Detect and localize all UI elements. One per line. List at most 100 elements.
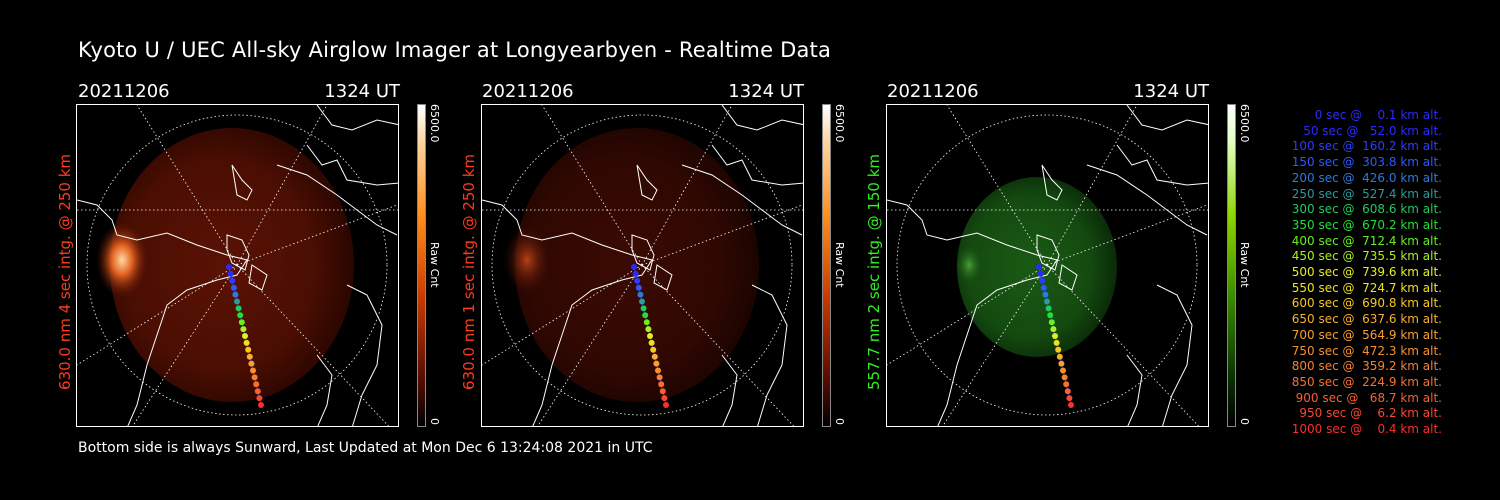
trajectory-point <box>1053 339 1060 346</box>
aurora-hotspot <box>503 225 551 295</box>
legend-entry: 650 sec @ 637.6 km alt. <box>1291 312 1442 327</box>
trajectory-point <box>1045 305 1052 312</box>
trajectory-point <box>1066 395 1073 402</box>
trajectory-point <box>637 291 644 298</box>
trajectory-point <box>1060 367 1066 374</box>
lat-lon-grid <box>77 105 398 426</box>
legend-entry: 0 sec @ 0.1 km alt. <box>1314 108 1442 122</box>
trajectory-point <box>1037 270 1044 277</box>
trajectory-point <box>242 333 248 339</box>
legend-entry: 900 sec @ 68.7 km alt. <box>1295 390 1442 405</box>
colorbar-1 <box>417 104 426 427</box>
trajectory-point <box>1063 381 1070 388</box>
panel-2-ylabel: 630.0 nm 1 sec intg. @ 250 km <box>460 153 478 390</box>
legend-entry: 50 sec @ 52.0 km alt. <box>1303 123 1442 138</box>
trajectory-point <box>240 326 247 333</box>
trajectory-point <box>1050 326 1057 333</box>
trajectory-point <box>639 298 645 305</box>
legend-entry: 300 sec @ 608.6 km alt. <box>1291 202 1442 217</box>
legend-entry: 700 sec @ 564.9 km alt. <box>1291 327 1442 342</box>
lat-lon-grid <box>482 105 803 426</box>
trajectory-point <box>642 312 649 319</box>
legend-entry: 1000 sec @ 0.4 km alt. <box>1291 422 1442 436</box>
trajectory-point <box>1058 360 1065 367</box>
trajectory-point <box>1052 333 1058 339</box>
trajectory <box>226 264 264 408</box>
trajectory-point <box>227 270 234 277</box>
trajectory-point <box>254 388 261 395</box>
panel-3-time: 1324 UT <box>1133 81 1209 102</box>
panel-3-image <box>886 104 1209 427</box>
legend-entry: 600 sec @ 690.8 km alt. <box>1291 296 1442 311</box>
trajectory-point <box>1047 312 1054 319</box>
trajectory-point <box>647 333 653 339</box>
trajectory-point <box>635 284 642 291</box>
trajectory-point <box>256 395 263 402</box>
coastline <box>482 105 803 426</box>
trajectory-point <box>238 319 245 326</box>
colorbar-2 <box>822 104 831 427</box>
trajectory-point <box>253 381 260 388</box>
colorbar-1-max: 6500.0 <box>428 104 441 143</box>
coastline <box>887 105 1208 426</box>
colorbar-3-min: 0 <box>1238 418 1251 425</box>
lat-lon-grid <box>887 105 1208 426</box>
trajectory-point <box>634 277 641 284</box>
trajectory-point <box>1044 298 1050 305</box>
legend-entry: 400 sec @ 712.4 km alt. <box>1291 233 1442 248</box>
trajectory-point <box>653 360 660 367</box>
panel-1-ylabel: 630.0 nm 4 sec intg. @ 250 km <box>56 153 74 390</box>
panel-1-date: 20211206 <box>78 81 170 102</box>
page-title: Kyoto U / UEC All-sky Airglow Imager at … <box>78 38 832 62</box>
legend-entry: 950 sec @ 6.2 km alt. <box>1299 406 1442 421</box>
trajectory-point <box>1055 346 1062 353</box>
legend-entry: 550 sec @ 724.7 km alt. <box>1291 280 1442 295</box>
trajectory-point <box>640 305 647 312</box>
trajectory-point <box>1056 353 1063 360</box>
trajectory-point <box>243 339 250 346</box>
trajectory-point <box>251 374 258 381</box>
panel-1-map <box>77 105 398 426</box>
aurora-hotspot <box>96 222 148 298</box>
trajectory-point <box>659 388 666 395</box>
aurora-hotspot <box>955 245 983 285</box>
panel-3-ylabel: 557.7 nm 2 sec intg. @ 150 km <box>865 153 883 390</box>
trajectory-point <box>258 402 264 408</box>
legend-entry: 200 sec @ 426.0 km alt. <box>1291 170 1442 185</box>
colorbar-1-unit: Raw Cnt <box>428 242 441 288</box>
panel-3-date: 20211206 <box>887 81 979 102</box>
trajectory-point <box>651 353 658 360</box>
trajectory-point <box>1036 264 1042 270</box>
trajectory-point <box>663 402 669 408</box>
colorbar-2-max: 6500.0 <box>833 104 846 143</box>
trajectory-point <box>234 298 240 305</box>
trajectory-point <box>1061 374 1068 381</box>
trajectory-point <box>648 339 655 346</box>
legend-entry: 800 sec @ 359.2 km alt. <box>1291 359 1442 374</box>
legend-entry: 500 sec @ 739.6 km alt. <box>1291 265 1442 279</box>
trajectory-point <box>1042 291 1049 298</box>
trajectory-point <box>645 326 652 333</box>
trajectory-point <box>658 381 665 388</box>
colorbar-2-min: 0 <box>833 418 846 425</box>
trajectory-point <box>632 270 639 277</box>
panel-2-date: 20211206 <box>482 81 574 102</box>
trajectory-point <box>246 353 253 360</box>
panel-1-image <box>76 104 399 427</box>
legend-entry: 750 sec @ 472.3 km alt. <box>1291 343 1442 358</box>
trajectory-point <box>245 346 252 353</box>
colorbar-3-max: 6500.0 <box>1238 104 1251 143</box>
trajectory-point <box>229 277 236 284</box>
airglow-disc <box>515 128 759 402</box>
panel-2-time: 1324 UT <box>728 81 804 102</box>
colorbar-1-min: 0 <box>428 418 441 425</box>
trajectory-point <box>643 319 650 326</box>
trajectory <box>1036 264 1074 408</box>
panel-2-image <box>481 104 804 427</box>
footer-note: Bottom side is always Sunward, Last Upda… <box>78 440 653 456</box>
trajectory-point <box>235 305 242 312</box>
legend-entry: 350 sec @ 670.2 km alt. <box>1291 217 1442 232</box>
trajectory-point <box>661 395 668 402</box>
airglow-disc <box>110 128 354 402</box>
trajectory-point <box>1039 277 1046 284</box>
